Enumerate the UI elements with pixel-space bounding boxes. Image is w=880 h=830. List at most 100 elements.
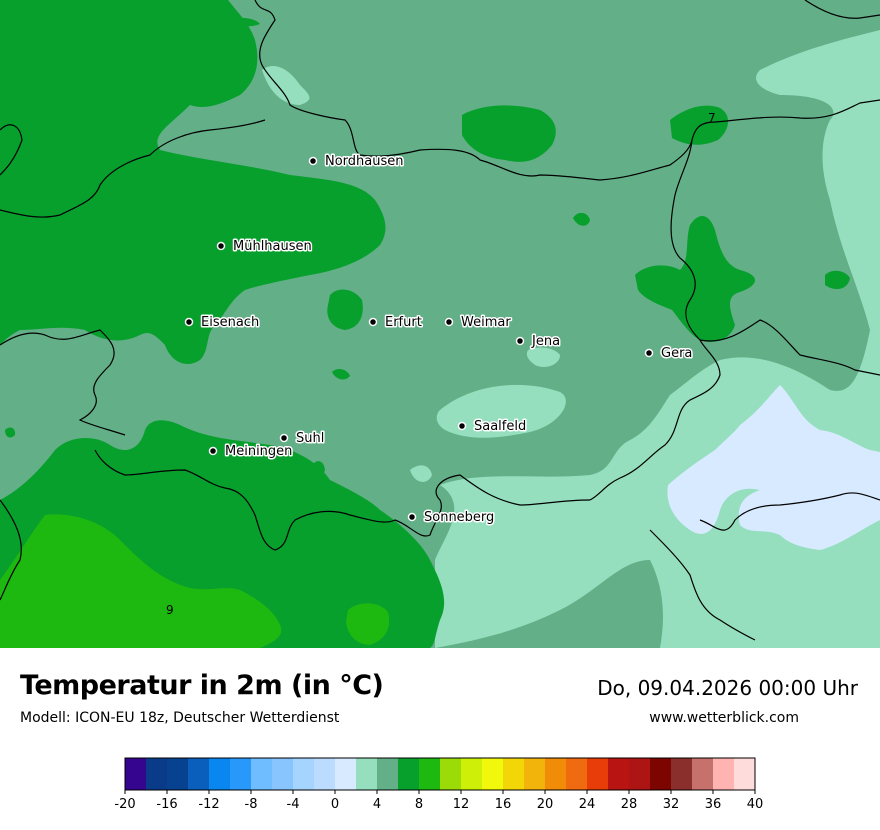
scale-tick-label: 28 [621,797,638,812]
city-label-suhl: Suhl [296,431,324,446]
scale-swatch [566,758,588,790]
map-band-6-8-erfurt [327,289,363,330]
scale-swatch [608,758,630,790]
border-czech [699,492,880,531]
city-markers: Nordhausen Mühlhausen Eisenach Erfurt Weimar… [184,153,694,527]
city-marker-eisenach [184,317,194,327]
contour-label-7: 7 [708,111,716,125]
scale-swatch [188,758,210,790]
map-band-8-10-small [346,603,390,645]
forecast-datetime: Do, 09.04.2026 00:00 Uhr [597,676,858,700]
scale-swatch [671,758,693,790]
scale-tick-label: -8 [245,797,258,812]
map-band-6-8-north [462,105,556,162]
scale-tick-label: 20 [537,797,554,812]
scale-swatch [461,758,483,790]
scale-swatch [650,758,672,790]
scale-swatch [209,758,231,790]
scale-tick-label: 8 [415,797,423,812]
border-lines [0,0,880,641]
map-band-2-4-nw [262,65,310,105]
scale-swatch [545,758,567,790]
scale-tick-label: 24 [579,797,596,812]
city-label-erfurt: Erfurt [385,315,422,330]
map-band-6-8-northeast [670,105,729,145]
map-band-8-10 [0,514,282,648]
border-thuringia-south [94,449,591,551]
map-band-0-2 [667,385,880,550]
map-band-2-4-center [410,465,432,482]
border-west-3 [0,329,126,436]
city-marker-meiningen [208,446,218,456]
city-label-sonneberg: Sonneberg [424,510,494,525]
scale-swatch [167,758,189,790]
map-band-6-8-small-3 [312,461,325,477]
scale-swatch [272,758,294,790]
model-info: Modell: ICON-EU 18z, Deutscher Wetterdie… [20,710,340,726]
map-title: Temperatur in 2m (in °C) [20,670,384,701]
map-band-2-4-jena [526,347,560,367]
scale-swatch [587,758,609,790]
scale-swatch [125,758,147,790]
scale-tick-label: 4 [373,797,381,812]
city-marker-weimar [444,317,454,327]
border-west-2 [0,124,23,176]
scale-swatch [734,758,756,790]
scale-swatch [146,758,168,790]
city-marker-gera [644,348,654,358]
scale-swatch [314,758,336,790]
scale-tick-label: -20 [114,797,135,812]
border-northeast [804,0,880,19]
scale-tick-label: 32 [663,797,680,812]
website-link[interactable]: www.wetterblick.com [649,710,799,726]
city-marker-mühlhausen [216,241,226,251]
map-band-6-8-west [0,0,386,365]
city-marker-jena [515,336,525,346]
city-label-weimar: Weimar [461,315,511,330]
color-scale: -20 -16 -12 -8 -4 0 4 8 12 16 20 24 28 32 36 40 [0,754,880,824]
scale-swatch [419,758,441,790]
scale-swatch [398,758,420,790]
city-label-meiningen: Meiningen [225,444,292,459]
scale-swatch [251,758,273,790]
city-label-gera: Gera [661,346,692,361]
scale-swatch [440,758,462,790]
scale-frame [124,757,756,791]
scale-tick-label: 36 [705,797,722,812]
border-north [254,0,880,181]
scale-swatch [356,758,378,790]
footer: Temperatur in 2m (in °C) Modell: ICON-EU… [0,648,880,830]
scale-tick-label: 12 [453,797,470,812]
scale-swatch [230,758,252,790]
scale-swatch [335,758,357,790]
border-west [0,119,266,218]
map-band-6-8-small-1 [573,212,590,226]
city-marker-suhl [279,433,289,443]
city-marker-saalfeld [457,421,467,431]
map-band-6-8-east-edge [825,270,850,290]
map-band-6-8-small-2 [332,369,350,380]
scale-tick-label: -12 [198,797,219,812]
map-band-6-8-small-4 [5,427,16,438]
map-band-6-8-small-5 [228,17,260,27]
city-label-jena: Jena [531,334,560,349]
city-marker-nordhausen [308,156,318,166]
border-east [670,139,880,376]
scale-swatch [713,758,735,790]
scale-swatch [377,758,399,790]
temperature-map: Nordhausen Mühlhausen Eisenach Erfurt Weimar… [0,0,880,648]
city-marker-erfurt [368,317,378,327]
scale-swatch [692,758,714,790]
city-label-nordhausen: Nordhausen [325,154,404,169]
border-southeast [649,529,756,641]
scale-swatch [524,758,546,790]
city-marker-sonneberg [407,512,417,522]
city-label-saalfeld: Saalfeld [474,419,526,434]
contour-label-9: 9 [166,603,174,617]
scale-tick-label: 16 [495,797,512,812]
scale-tick-label: -16 [156,797,177,812]
border-east-inner [589,339,721,501]
scale-swatch [482,758,504,790]
border-sw [0,499,22,601]
map-band-2-4-saalfeld [436,384,566,438]
